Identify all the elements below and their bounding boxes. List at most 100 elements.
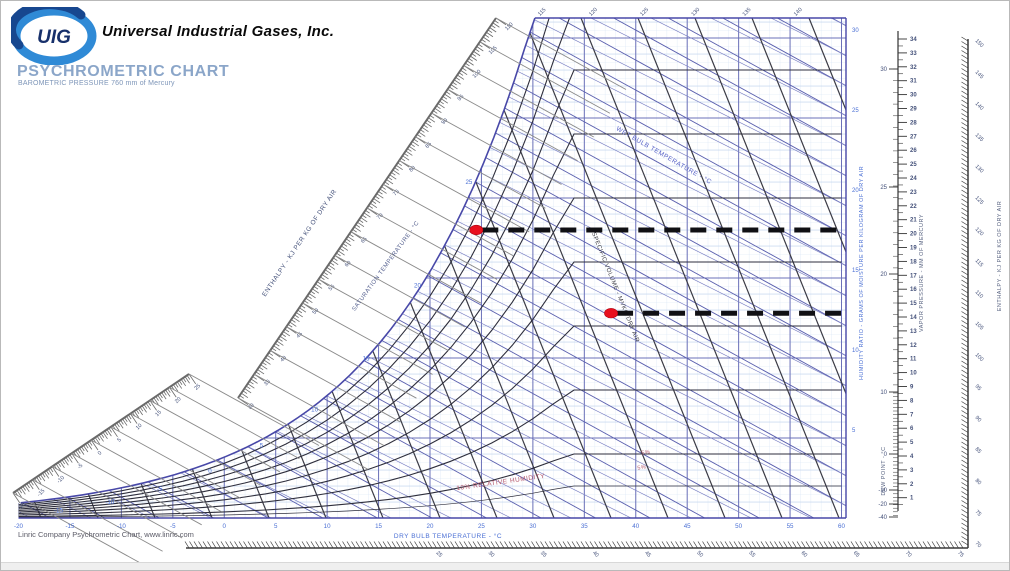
humidity-ratio-scale-label: 33 [910,51,917,57]
enthalpy-scale-label: -15 [36,488,46,498]
rh-small-label: 5% [637,464,647,471]
humidity-ratio-scale-label: 23 [910,190,917,196]
enthalpy-bottom-label: 25 [435,550,444,559]
enthalpy-right-label: 70 [974,541,983,550]
enthalpy-right-label: 110 [974,289,984,299]
enthalpy-left-axis-title: ENTHALPY - KJ PER KG OF DRY AIR [261,188,338,298]
company-name: Universal Industrial Gases, Inc. [102,23,335,40]
humidity-ratio-scale-label: 8 [910,398,914,404]
enthalpy-bottom-label: 30 [487,550,496,559]
dew-point-scale-label: -40 [878,515,887,521]
dry-bulb-tick-label: 40 [632,523,639,530]
enthalpy-right-axis-title: ENTHALPY - KJ PER KG OF DRY AIR [997,201,1003,312]
enthalpy-scale-label: 10 [135,423,144,432]
enthalpy-scale-label: 70 [376,213,385,222]
humidity-ratio-scale-label: 26 [910,148,917,154]
enthalpy-ruler-lower: 25 20 15 10 5 0 -5 -10 -15 -20 [12,373,320,565]
enthalpy-scale-label: 80 [408,165,417,174]
humidity-ratio-scale-label: 1 [910,496,914,502]
page-title: PSYCHROMETRIC CHART [17,63,230,80]
page-subtitle: BAROMETRIC PRESSURE 760 mm of Mercury [18,80,175,87]
enthalpy-right-label: 130 [974,164,985,175]
uig-logo-icon: UIG [7,1,97,66]
enthalpy-scale-label: 90 [441,118,450,127]
state-point-2 [604,308,618,319]
enthalpy-top-label: 125 [639,7,650,18]
enthalpy-bottom-label: 40 [591,550,600,559]
dew-point-scale-label: 0 [884,452,888,458]
enthalpy-bottom-label: 75 [956,550,965,559]
humidity-ratio-scale-label: 12 [910,343,917,349]
humidity-ratio-scale-label: 17 [910,273,917,279]
enthalpy-top-label: 140 [793,7,804,18]
enthalpy-bottom-label: 55 [747,550,756,559]
enthalpy-right-label: 150 [974,38,985,49]
uig-logo-text: UIG [37,27,71,48]
humidity-ratio-scale-label: 29 [910,107,917,113]
saturation-temp-label: 10 [311,407,318,414]
enthalpy-top-label: 130 [691,7,702,18]
enthalpy-right-label: 135 [974,132,985,143]
vapor-pressure-axis-title: VAPOR PRESSURE - MM OF MERCURY [919,214,925,332]
dry-bulb-tick-label: -20 [14,523,24,530]
saturation-temp-label: 0 [208,468,212,475]
dew-point-scale-label: 25 [880,185,887,191]
humidity-ratio-inner-label: 30 [852,28,859,34]
humidity-ratio-scale-label: 19 [910,246,917,252]
enthalpy-scale-label: 65 [360,236,369,245]
enthalpy-scale-label: 20 [174,396,183,405]
humidity-ratio-inner-label: 10 [852,348,859,354]
enthalpy-scale-label: 25 [194,383,203,392]
enthalpy-right-label: 140 [974,101,985,112]
saturation-temp-axis-title: SATURATION TEMPERATURE - °C [351,220,420,312]
saturation-temp-label: -5 [157,486,163,493]
enthalpy-scale-label: -10 [56,475,66,485]
humidity-ratio-scale-label: 13 [910,329,917,335]
dry-bulb-tick-label: -10 [117,523,127,530]
humidity-ratio-scale-label: 3 [910,468,914,474]
enthalpy-right-label: 90 [974,415,983,424]
dry-bulb-tick-label: 30 [529,523,536,530]
enthalpy-scale-label: 55 [328,284,337,293]
dew-point-axis-title: DEW POINT - °C [881,446,887,495]
humidity-ratio-scale-label: 2 [910,482,914,488]
enthalpy-bottom-label: 45 [643,550,652,559]
humidity-ratio-scale-label: 28 [910,120,917,126]
dry-bulb-tick-label: 0 [223,523,227,530]
dry-bulb-tick-label: 50 [735,523,742,530]
dry-bulb-tick-label: 60 [838,523,845,530]
enthalpy-right-label: 85 [974,446,983,455]
dew-point-scale-label: -10 [878,488,887,494]
enthalpy-scale-label: 85 [425,141,434,150]
enthalpy-scale-label: 40 [279,355,288,364]
saturation-temp-label: -10 [105,499,115,506]
saturation-temp-label: 15 [363,355,370,362]
dew-point-scale-label: 30 [880,67,887,73]
enthalpy-right-label: 100 [974,352,985,363]
dry-bulb-tick-label: 45 [684,523,691,530]
enthalpy-right-label: 145 [974,70,985,81]
enthalpy-scale-label: 75 [392,189,401,198]
enthalpy-bottom-label: 50 [695,550,704,559]
humidity-ratio-inner-label: 25 [852,108,859,114]
enthalpy-scale-label: -5 [77,463,85,471]
humidity-ratio-scale-label: 32 [910,65,917,71]
humidity-ratio-axis-title: HUMIDITY RATIO - GRAMS OF MOISTURE PER K… [859,166,865,380]
enthalpy-scale-label: 50 [312,308,321,317]
enthalpy-scale-label: 45 [296,331,305,340]
humidity-ratio-scale-label: 9 [910,385,914,391]
enthalpy-bottom-label: 35 [539,550,548,559]
enthalpy-top-label: 135 [742,7,753,18]
humidity-ratio-scale-label: 7 [910,412,914,418]
dry-bulb-tick-label: 20 [427,523,434,530]
humidity-ratio-scale-label: 18 [910,259,917,265]
enthalpy-scale-label: 110 [504,22,514,32]
humidity-ratio-scale-label: 22 [910,204,917,210]
enthalpy-scale-label: 0 [97,450,103,456]
enthalpy-right-label: 75 [974,509,983,518]
enthalpy-top-label: 115 [537,7,547,17]
humidity-ratio-scale-label: 5 [910,440,914,446]
enthalpy-top-label: 120 [588,7,599,18]
dew-point-scale-label: 10 [880,390,887,396]
uig-logo: UIG [7,1,97,66]
